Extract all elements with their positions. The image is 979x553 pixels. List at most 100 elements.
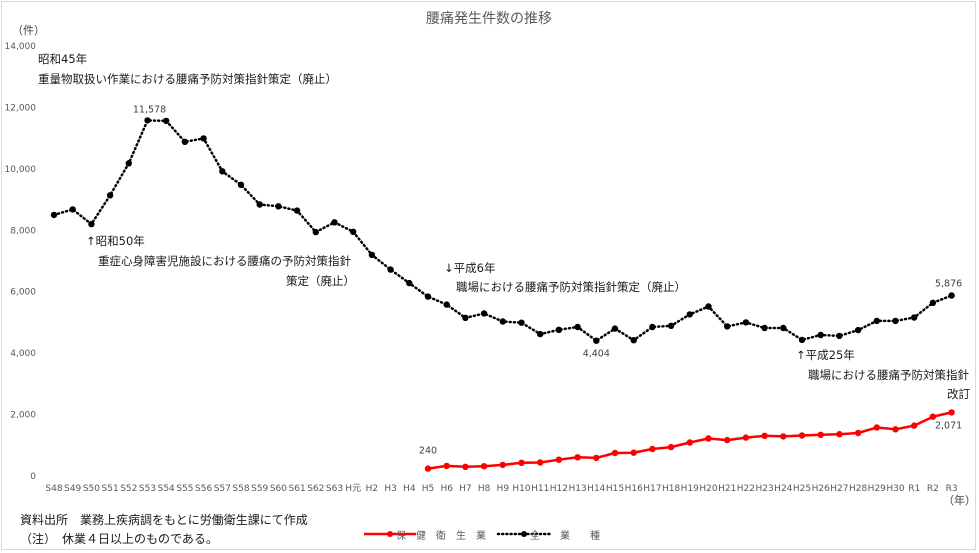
annotation-line: 策定（廃止）: [286, 274, 355, 288]
x-tick-label: H11: [531, 484, 549, 494]
x-tick-label: H3: [384, 484, 397, 494]
data-point-health-care: [948, 409, 955, 416]
data-point-all-industries: [237, 181, 245, 188]
x-tick-label: H23: [755, 484, 773, 494]
legend-label-all: 全 業 種: [530, 531, 600, 542]
data-point-all-industries: [406, 279, 413, 287]
data-point-health-care: [873, 424, 880, 431]
annotation-line: ↑昭和50年: [86, 234, 145, 248]
data-point-all-industries: [555, 326, 563, 333]
annotation-h6: ↓平成6年 職場における腰痛予防対策指針策定（廃止）: [444, 261, 686, 294]
x-tick-label: H26: [812, 484, 830, 494]
x-tick-label: H5: [422, 484, 435, 494]
source-note: 資料出所 業務上疾病調をもとに労働衛生課にて作成: [20, 513, 308, 527]
x-tick-label: H10: [512, 484, 530, 494]
x-tick-label: H21: [718, 484, 736, 494]
data-point-health-care: [798, 432, 806, 439]
x-tick-label: H28: [849, 484, 867, 494]
x-tick-label: H20: [699, 484, 717, 494]
annotation-line: 改訂: [947, 387, 970, 401]
data-point-all-industries: [798, 336, 806, 344]
data-point-all-industries: [593, 337, 600, 344]
data-point-all-industries: [275, 203, 282, 210]
annotation-line: ↓平成6年: [444, 261, 495, 275]
y-tick-label: 2,000: [10, 411, 36, 421]
data-point-health-care: [499, 461, 506, 469]
x-tick-label: H8: [478, 484, 491, 494]
data-point-health-care: [780, 433, 787, 440]
data-point-health-care: [817, 431, 824, 438]
y-tick-label: 8,000: [10, 226, 36, 236]
data-point-health-care: [537, 459, 544, 466]
annotation-line: 重量物取扱い作業における腰痛予防対策指針策定（廃止）: [38, 72, 337, 86]
data-point-all-industries: [537, 330, 544, 338]
x-tick-label: H13: [568, 484, 586, 494]
data-point-all-industries: [462, 314, 469, 321]
data-point-all-industries: [50, 211, 58, 219]
x-tick-label: H7: [459, 484, 472, 494]
data-point-all-industries: [312, 228, 319, 236]
x-tick-label: R3: [946, 484, 958, 494]
data-point-health-care: [836, 431, 843, 438]
x-tick-label: H2: [366, 484, 379, 494]
data-point-all-industries: [574, 323, 581, 331]
x-tick-label: H25: [793, 484, 811, 494]
x-tick-label: S59: [251, 484, 268, 494]
x-tick-label: H18: [662, 484, 680, 494]
annotation-h25: ↑平成25年 職場における腰痛予防対策指針 改訂: [796, 348, 970, 401]
data-point-health-care: [424, 465, 432, 472]
x-tick-label: H4: [403, 484, 416, 494]
data-point-health-care: [911, 422, 918, 429]
y-tick-label: 0: [30, 472, 36, 482]
data-point-health-care: [480, 463, 488, 470]
x-tick-label: H14: [587, 484, 605, 494]
data-point-all-industries: [892, 317, 899, 325]
data-point-all-industries: [387, 266, 394, 273]
data-point-health-care: [574, 454, 581, 461]
data-point-health-care: [705, 435, 712, 442]
data-point-all-industries: [69, 206, 76, 213]
x-tick-label: S61: [289, 484, 306, 494]
data-point-all-industries: [911, 314, 918, 321]
data-point-all-industries: [350, 228, 357, 235]
annotation-line: 昭和45年: [38, 52, 87, 66]
x-tick-label: R2: [927, 484, 939, 494]
data-point-health-care: [667, 443, 675, 451]
data-point-all-industries: [163, 117, 170, 125]
annotation-line: ↑平成25年: [796, 348, 855, 362]
data-point-all-industries: [144, 117, 151, 124]
data-point-health-care: [742, 434, 750, 441]
annotation-s50: ↑昭和50年 重症心身障害児施設における腰痛の予防対策指針 策定（廃止）: [86, 234, 355, 288]
x-tick-label: H9: [497, 484, 510, 494]
x-tick-label: R1: [908, 484, 920, 494]
x-tick-label: H27: [830, 484, 848, 494]
x-tick-label: H12: [550, 484, 568, 494]
x-tick-label: H16: [625, 484, 643, 494]
data-point-health-care: [892, 426, 899, 433]
x-tick-label: S53: [139, 484, 156, 494]
y-tick-label: 14,000: [5, 42, 37, 52]
x-tick-label: S57: [214, 484, 231, 494]
data-point-health-care: [611, 449, 619, 457]
data-point-health-care: [593, 454, 600, 462]
data-point-health-care: [555, 456, 563, 463]
annotation-line: 職場における腰痛予防対策指針: [808, 368, 969, 382]
data-point-all-industries: [929, 299, 937, 306]
data-point-health-care: [929, 413, 937, 420]
data-point-all-industries: [443, 301, 450, 308]
data-point-all-industries: [854, 326, 862, 334]
y-tick-label: 6,000: [10, 288, 36, 298]
legend-marker-all: [496, 531, 552, 537]
data-point-all-industries: [88, 220, 95, 228]
x-tick-label: S48: [45, 484, 62, 494]
data-label: 240: [419, 446, 437, 457]
x-tick-label: H15: [606, 484, 624, 494]
annotation-line: 職場における腰痛予防対策指針策定（廃止）: [456, 280, 686, 294]
x-tick-label: S56: [195, 484, 212, 494]
data-point-all-industries: [293, 207, 301, 214]
x-tick-label: S55: [176, 484, 193, 494]
x-tick-label: S52: [120, 484, 137, 494]
data-point-health-care: [518, 459, 525, 466]
